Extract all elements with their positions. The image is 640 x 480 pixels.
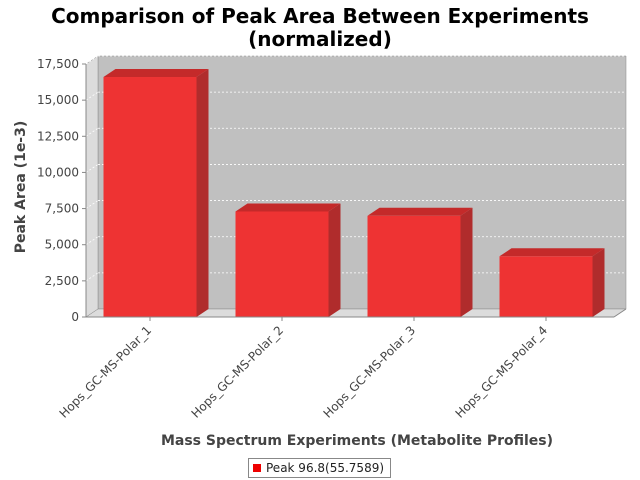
gridline-diagonal	[85, 127, 99, 137]
x-tick-label: Hops_GC-MS-Polar_2	[189, 323, 287, 421]
legend-label: Peak 96.8(55.7589)	[266, 461, 385, 475]
gridline-diagonal	[85, 164, 99, 173]
bar-front	[235, 211, 329, 317]
bar-side	[328, 203, 341, 317]
x-axis: Hops_GC-MS-Polar_1 Hops_GC-MS-Polar_2 Hops…	[57, 308, 627, 421]
bar-side	[592, 248, 605, 317]
bar-top	[367, 207, 473, 216]
plot-left-wall	[85, 55, 99, 318]
chart-subtitle: (normalized)	[248, 27, 392, 51]
y-tick-label: 0	[71, 310, 79, 324]
bar-top	[499, 248, 605, 257]
bar-front	[499, 256, 593, 317]
gridline-diagonal	[85, 272, 99, 282]
y-tick-label: 10,000	[37, 165, 79, 179]
y-tick-label: 5,000	[45, 238, 79, 252]
y-tick-label: 2,500	[45, 274, 79, 288]
y-tick-label: 17,500	[37, 57, 79, 71]
gridline-diagonal	[85, 91, 99, 101]
x-axis-label: Mass Spectrum Experiments (Metabolite Pr…	[161, 433, 553, 449]
bar-front	[103, 77, 197, 317]
chart-title: Comparison of Peak Area Between Experime…	[51, 4, 589, 28]
x-tick-label: Hops_GC-MS-Polar_4	[453, 323, 551, 421]
x-axis-corner	[613, 308, 627, 318]
legend: Peak 96.8(55.7589)	[248, 458, 392, 478]
gridline-diagonal	[85, 200, 99, 209]
bar	[499, 248, 605, 317]
y-tick-label: 12,500	[37, 129, 79, 143]
y-tick-label: 15,000	[37, 93, 79, 107]
bar	[103, 69, 209, 317]
y-tick-label: 7,500	[45, 202, 79, 216]
y-axis-label: Peak Area (1e-3)	[13, 121, 29, 254]
y-axis: 0 2,500 5,000 7,500 10,000 12,500 15,000 17,500	[37, 57, 87, 324]
bar-side	[460, 207, 473, 317]
bar-side	[196, 69, 209, 317]
gridline-diagonal	[85, 55, 99, 65]
bar	[367, 207, 473, 317]
legend-swatch	[253, 464, 261, 472]
x-tick-label: Hops_GC-MS-Polar_3	[321, 323, 419, 421]
x-tick-label: Hops_GC-MS-Polar_1	[57, 323, 155, 421]
bar-front	[367, 215, 461, 317]
bars	[103, 69, 605, 317]
bar-top	[103, 69, 209, 78]
bar	[235, 203, 341, 317]
bar-top	[235, 203, 341, 212]
gridline-diagonal	[85, 236, 99, 246]
